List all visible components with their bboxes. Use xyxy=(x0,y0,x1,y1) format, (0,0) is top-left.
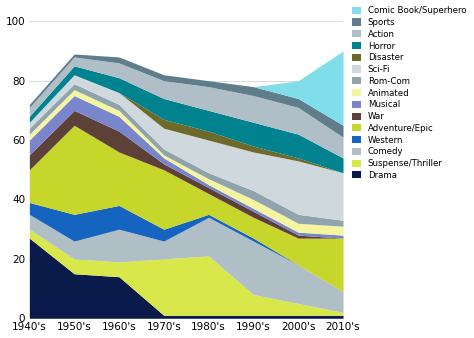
Legend: Comic Book/Superhero, Sports, Action, Horror, Disaster, Sci-Fi, Rom-Com, Animate: Comic Book/Superhero, Sports, Action, Ho… xyxy=(350,4,468,182)
